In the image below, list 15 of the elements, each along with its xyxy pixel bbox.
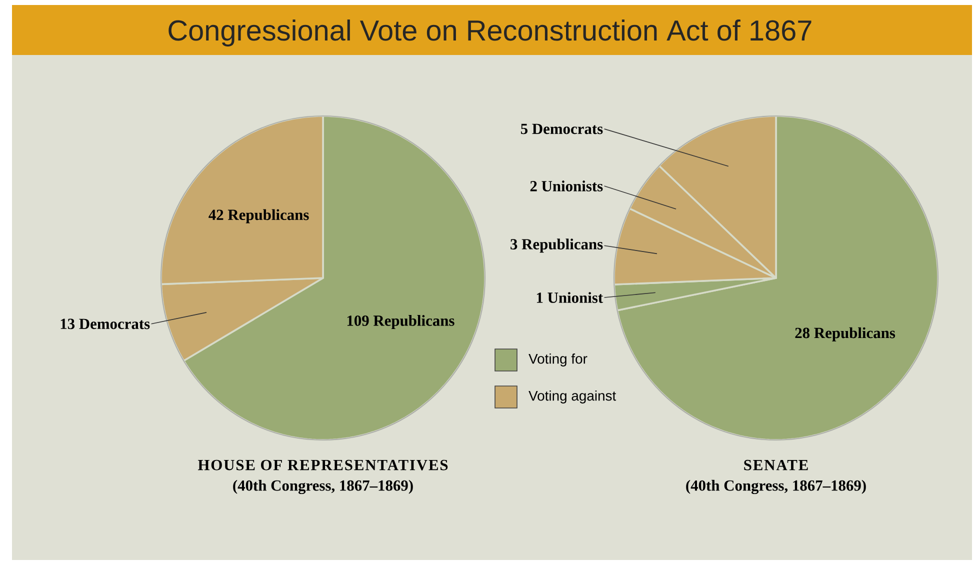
chart-title: Congressional Vote on Reconstruction Act of 1867 [168, 20, 812, 46]
text: SENATE [744, 460, 808, 470]
slice-label: 1 Unionist [536, 292, 604, 303]
text: (40th Congress, 1867–1869) [233, 480, 413, 494]
slice-label: 13 Democrats [60, 318, 150, 330]
slice-label: 109 Republicans [347, 315, 454, 330]
slice-label: 5 Democrats [520, 124, 603, 134]
slice-label: 42 Republicans [208, 209, 309, 224]
text: HOUSE OF REPRESENTATIVES [198, 460, 448, 470]
text: Voting for [528, 353, 588, 366]
slice-label: 3 Republicans [510, 238, 603, 253]
text: (40th Congress, 1867–1869) [686, 480, 866, 494]
text: Voting against [528, 390, 616, 404]
slice-label: 28 Republicans [795, 327, 896, 342]
slice-label: 2 Unionists [530, 180, 603, 192]
